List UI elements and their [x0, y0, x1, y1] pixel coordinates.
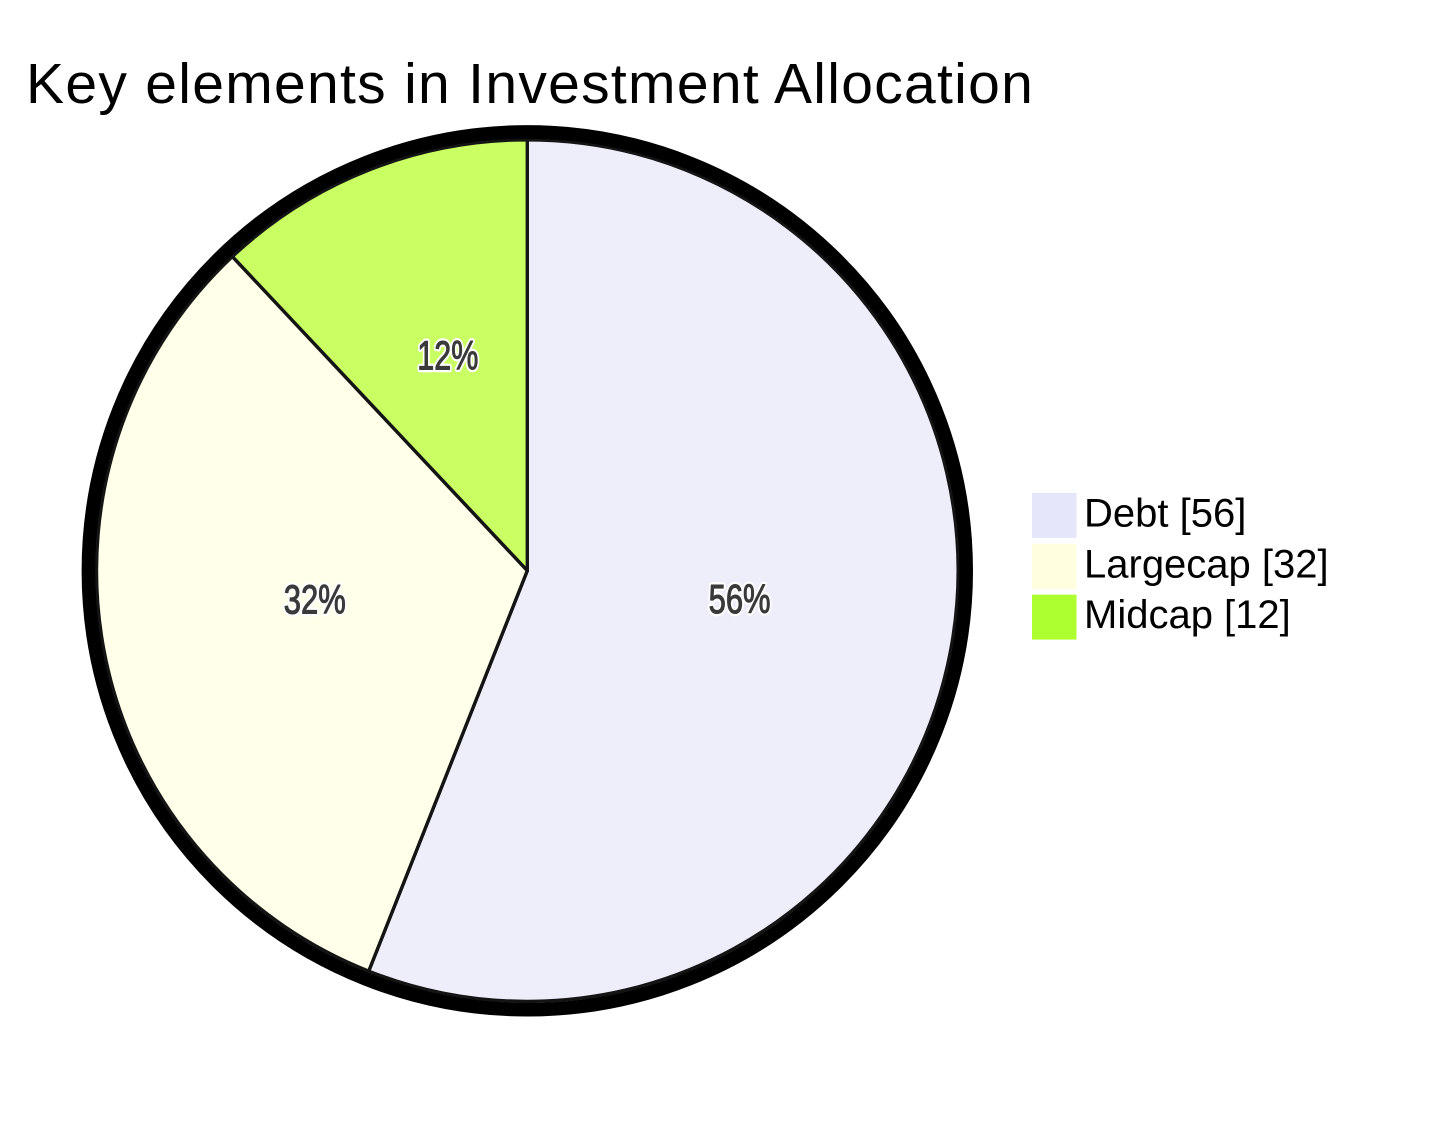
svg-text:12%: 12%: [417, 333, 478, 379]
svg-text:Key elements in Investment All: Key elements in Investment Allocation: [26, 52, 1034, 116]
svg-text:Largecap [32]: Largecap [32]: [1084, 542, 1329, 586]
svg-text:32%: 32%: [284, 577, 346, 623]
svg-text:12%: 12%: [417, 333, 478, 379]
svg-text:Debt [56]: Debt [56]: [1084, 492, 1246, 536]
svg-text:32%: 32%: [284, 577, 346, 623]
svg-text:Midcap [12]: Midcap [12]: [1084, 593, 1291, 637]
svg-text:56%: 56%: [709, 576, 771, 622]
svg-text:56%: 56%: [709, 576, 771, 622]
